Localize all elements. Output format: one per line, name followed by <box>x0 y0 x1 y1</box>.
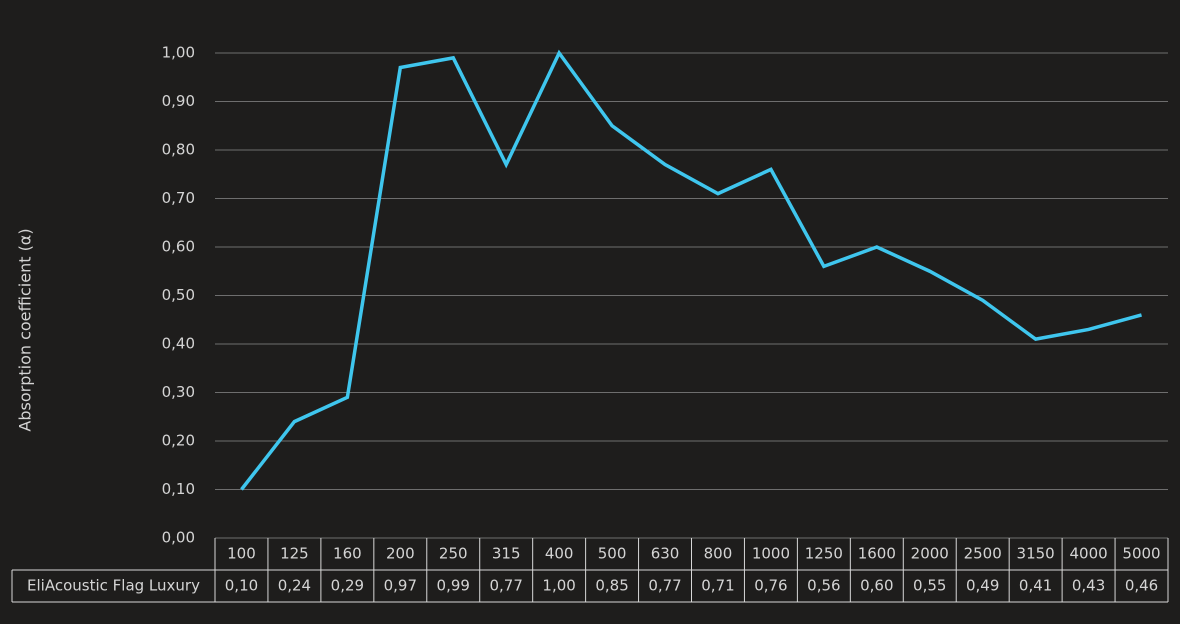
x-tick-label: 630 <box>651 545 680 563</box>
data-label: 0,97 <box>384 577 417 595</box>
x-tick-label: 400 <box>545 545 574 563</box>
data-label: 0,71 <box>701 577 734 595</box>
y-tick-label: 0,90 <box>162 92 195 110</box>
data-label: 0,77 <box>648 577 681 595</box>
x-tick-label: 1600 <box>858 545 896 563</box>
data-label: 0,49 <box>966 577 999 595</box>
x-tick-label: 2500 <box>964 545 1002 563</box>
y-tick-label: 0,70 <box>162 189 195 207</box>
data-label: 0,60 <box>860 577 893 595</box>
data-label: 0,10 <box>225 577 258 595</box>
data-label: 0,77 <box>489 577 522 595</box>
y-tick-label: 0,20 <box>162 432 195 450</box>
y-tick-label: 0,40 <box>162 335 195 353</box>
x-tick-label: 160 <box>333 545 362 563</box>
x-tick-label: 125 <box>280 545 309 563</box>
x-tick-label: 5000 <box>1122 545 1160 563</box>
y-tick-label: 0,30 <box>162 383 195 401</box>
x-tick-label: 1000 <box>752 545 790 563</box>
data-label: 0,41 <box>1019 577 1052 595</box>
data-label: 0,56 <box>807 577 840 595</box>
data-label: 0,29 <box>331 577 364 595</box>
y-tick-label: 0,50 <box>162 286 195 304</box>
x-tick-label: 200 <box>386 545 415 563</box>
data-label: 0,76 <box>754 577 787 595</box>
x-tick-label: 4000 <box>1069 545 1107 563</box>
x-tick-label: 100 <box>227 545 256 563</box>
y-axis-label: Absorption coefficient (α) <box>16 228 35 431</box>
data-label: 0,46 <box>1125 577 1158 595</box>
y-tick-label: 0,00 <box>162 529 195 547</box>
data-label: 0,43 <box>1072 577 1105 595</box>
x-tick-label: 1250 <box>805 545 843 563</box>
data-label: 1,00 <box>542 577 575 595</box>
data-label: 0,55 <box>913 577 946 595</box>
data-line <box>240 49 1142 491</box>
y-tick-label: 0,10 <box>162 480 195 498</box>
x-tick-label: 250 <box>439 545 468 563</box>
data-label: 0,99 <box>437 577 470 595</box>
x-tick-label: 500 <box>598 545 627 563</box>
data-label: 0,24 <box>278 577 311 595</box>
y-tick-label: 0,60 <box>162 238 195 256</box>
y-tick-label: 0,80 <box>162 141 195 159</box>
x-tick-label: 315 <box>492 545 521 563</box>
data-label: 0,85 <box>595 577 628 595</box>
x-tick-label: 800 <box>704 545 733 563</box>
legend-label: EliAcoustic Flag Luxury <box>27 577 200 595</box>
x-tick-label: 2000 <box>911 545 949 563</box>
x-tick-label: 3150 <box>1017 545 1055 563</box>
y-tick-label: 1,00 <box>162 44 195 62</box>
